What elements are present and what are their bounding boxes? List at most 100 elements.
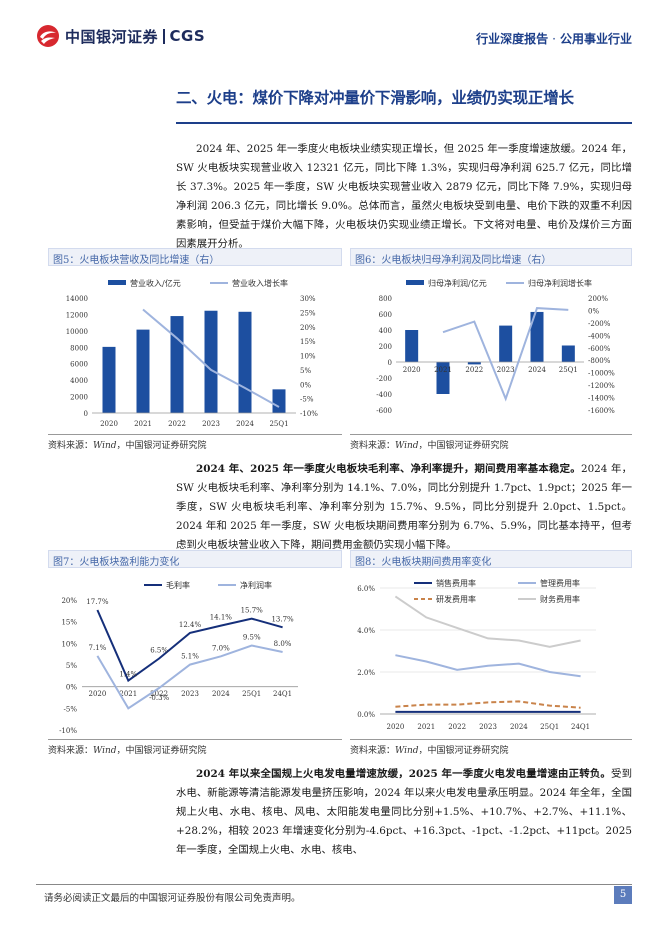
bar-25Q1 bbox=[272, 389, 286, 413]
x-axis-tick-label: 2024 bbox=[236, 420, 254, 428]
x-axis-tick-label: 25Q1 bbox=[269, 420, 288, 428]
title-underline bbox=[176, 122, 632, 124]
x-axis-tick-label: 2021 bbox=[434, 366, 452, 374]
figure-8-divider bbox=[350, 739, 632, 740]
data-label: 14.1% bbox=[210, 614, 233, 622]
x-axis-tick-label: 2024 bbox=[510, 723, 528, 731]
figure-5-divider bbox=[48, 434, 342, 435]
y-axis-tick-label: -5% bbox=[64, 705, 78, 713]
data-label: 5.1% bbox=[181, 653, 199, 661]
right-axis-tick-label: -1200% bbox=[588, 382, 615, 390]
source-institution: ，中国银河证券研究院 bbox=[116, 441, 207, 451]
x-axis-tick-label: 2022 bbox=[465, 366, 483, 374]
legend-label: 毛利率 bbox=[166, 580, 190, 590]
bar-2023 bbox=[204, 310, 218, 413]
section-title: 二、火电：煤价下降对冲量价下滑影响，业绩仍实现正增长 bbox=[176, 89, 574, 107]
paragraph-3-text: 受到水电、新能源等清洁能源发电量挤压影响，2024 年以来火电发电量承压明显。2… bbox=[176, 768, 632, 856]
data-label: 12.4% bbox=[179, 621, 202, 629]
source-prefix: 资料来源： bbox=[350, 441, 396, 451]
legend-label: 营业收入增长率 bbox=[232, 278, 288, 288]
right-axis-tick-label: 0% bbox=[300, 381, 311, 389]
logo-chinese-text: 中国银河证券 bbox=[65, 27, 159, 46]
left-axis-tick-label: 600 bbox=[379, 311, 392, 319]
right-axis-tick-label: -800% bbox=[588, 357, 611, 365]
figure-6-divider bbox=[350, 434, 632, 435]
bar-2022 bbox=[467, 362, 481, 365]
data-label: 15.7% bbox=[241, 607, 264, 615]
legend-label: 销售费用率 bbox=[436, 578, 476, 588]
source-wind: Wind bbox=[395, 441, 419, 451]
paragraph-3: 2024 年以来全国规上火电发电量增速放缓，2025 年一季度火电发电量增速由正… bbox=[176, 765, 632, 860]
figure-6-title: 图6：火电板块归母净利润及同比增速（右） bbox=[355, 255, 552, 266]
figure-5-title: 图5：火电板块营收及同比增速（右） bbox=[53, 255, 220, 266]
brand-logo: 中国银河证券 CGS bbox=[36, 24, 205, 48]
figure-8-title: 图8：火电板块期间费用率变化 bbox=[355, 557, 492, 568]
legend-label: 净利润率 bbox=[240, 580, 272, 590]
x-axis-tick-label: 2020 bbox=[403, 366, 421, 374]
report-type: 行业深度报告 bbox=[476, 32, 549, 46]
page-number: 5 bbox=[614, 886, 632, 904]
source-wind: Wind bbox=[93, 746, 117, 756]
bar-2021 bbox=[136, 329, 150, 413]
figure-7-divider bbox=[48, 739, 342, 740]
bar-2024 bbox=[530, 311, 544, 362]
bar-25Q1 bbox=[561, 345, 575, 362]
right-axis-tick-label: -10% bbox=[300, 410, 318, 418]
x-axis-tick-label: 24Q1 bbox=[571, 723, 590, 731]
x-axis-tick-label: 2024 bbox=[212, 690, 230, 698]
y-axis-tick-label: 20% bbox=[61, 597, 77, 605]
source-prefix: 资料来源： bbox=[48, 746, 94, 756]
series-line-growth bbox=[442, 307, 569, 402]
data-label: 13.7% bbox=[271, 615, 294, 623]
right-axis-tick-label: 25% bbox=[300, 309, 316, 317]
figure-7-title: 图7：火电板块盈利能力变化 bbox=[53, 557, 180, 568]
figure-8-title-bar: 图8：火电板块期间费用率变化 bbox=[350, 550, 632, 568]
y-axis-tick-label: 2.0% bbox=[357, 669, 375, 677]
logo-english-text: CGS bbox=[169, 27, 206, 45]
series-line-1 bbox=[395, 654, 581, 678]
bar-2022 bbox=[170, 316, 184, 413]
y-axis-tick-label: -10% bbox=[59, 727, 77, 735]
right-axis-tick-label: -1400% bbox=[588, 395, 615, 403]
paragraph-3-lead: 2024 年以来全国规上火电发电量增速放缓，2025 年一季度火电发电量增速由正… bbox=[196, 768, 612, 780]
y-axis-tick-label: 0.0% bbox=[357, 711, 375, 719]
series-line-1 bbox=[96, 644, 283, 710]
left-axis-tick-label: 0 bbox=[84, 410, 88, 418]
right-axis-tick-label: -200% bbox=[588, 320, 611, 328]
bar-2023 bbox=[499, 325, 513, 362]
figure-6-source: 资料来源：Wind，中国银河证券研究院 bbox=[350, 438, 509, 451]
source-prefix: 资料来源： bbox=[350, 746, 396, 756]
x-axis-tick-label: 25Q1 bbox=[540, 723, 559, 731]
legend-label: 管理费用率 bbox=[540, 578, 580, 588]
x-axis-tick-label: 2020 bbox=[387, 723, 405, 731]
data-label: 6.5% bbox=[150, 647, 168, 655]
data-label: 7.1% bbox=[89, 644, 107, 652]
figure-5-title-bar: 图5：火电板块营收及同比增速（右） bbox=[48, 248, 342, 266]
figure-7-title-bar: 图7：火电板块盈利能力变化 bbox=[48, 550, 342, 568]
paragraph-2-lead: 2024 年、2025 年一季度火电板块毛利率、净利率提升，期间费用率基本稳定。 bbox=[196, 463, 581, 475]
x-axis-tick-label: 2021 bbox=[417, 723, 435, 731]
left-axis-tick-label: -200 bbox=[376, 375, 392, 383]
bar-2024 bbox=[238, 311, 252, 413]
legend-swatch-bar bbox=[108, 280, 126, 285]
y-axis-tick-label: 4.0% bbox=[357, 627, 375, 635]
left-axis-tick-label: 800 bbox=[379, 295, 392, 303]
paragraph-1: 2024 年、2025 年一季度火电板块业绩实现正增长，但 2025 年一季度增… bbox=[176, 140, 632, 254]
left-axis-tick-label: 4000 bbox=[70, 377, 88, 385]
left-axis-tick-label: 12000 bbox=[66, 311, 88, 319]
x-axis-tick-label: 25Q1 bbox=[559, 366, 578, 374]
paragraph-2-text: 2024 年，SW 火电板块毛利率、净利率分别为 14.1%、7.0%，同比分别… bbox=[176, 463, 632, 551]
source-institution: ，中国银河证券研究院 bbox=[418, 746, 509, 756]
paragraph-2: 2024 年、2025 年一季度火电板块毛利率、净利率提升，期间费用率基本稳定。… bbox=[176, 460, 632, 555]
x-axis-tick-label: 2023 bbox=[202, 420, 220, 428]
left-axis-tick-label: -400 bbox=[376, 391, 392, 399]
right-axis-tick-label: 200% bbox=[588, 295, 608, 303]
right-axis-tick-label: 5% bbox=[300, 367, 311, 375]
figure-7-chart: -10% -5% 0% 5% 10% 15% 20% 毛利率 净利润率 2020 2021 2022 2… bbox=[59, 580, 298, 735]
x-axis-tick-label: 25Q1 bbox=[242, 690, 261, 698]
x-axis-tick-label: 24Q1 bbox=[273, 690, 292, 698]
right-axis-tick-label: 0% bbox=[588, 307, 599, 315]
logo-separator bbox=[163, 28, 165, 44]
right-axis-tick-label: -400% bbox=[588, 332, 611, 340]
source-institution: ，中国银河证券研究院 bbox=[116, 746, 207, 756]
